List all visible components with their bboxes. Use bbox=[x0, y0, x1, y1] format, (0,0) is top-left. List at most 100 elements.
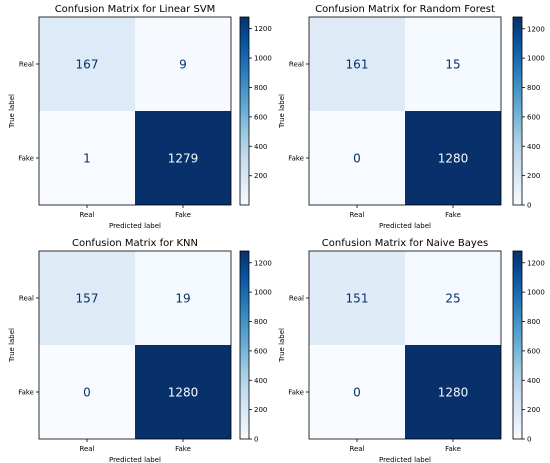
colorbar-tick-label: 1000 bbox=[527, 289, 545, 297]
matrix-cell bbox=[39, 17, 135, 111]
colorbar-tick-label: 800 bbox=[254, 84, 267, 92]
colorbar-tick-label: 200 bbox=[254, 406, 267, 414]
confusion-matrix-panel: Confusion Matrix for Random Forest 161 15 0… bbox=[278, 4, 545, 230]
colorbar-tick-label: 400 bbox=[254, 377, 267, 385]
matrix-cell bbox=[309, 111, 405, 205]
x-axis-label: Predicted label bbox=[379, 222, 431, 230]
cell-value-label: 151 bbox=[346, 292, 369, 306]
y-tick-label: Fake bbox=[18, 155, 34, 163]
x-tick-label: Real bbox=[79, 211, 94, 219]
x-tick-label: Real bbox=[349, 211, 364, 219]
confusion-matrix-panel: Confusion Matrix for Linear SVM 167 9 1 1279… bbox=[8, 4, 272, 230]
y-tick-label: Real bbox=[289, 61, 304, 69]
cell-value-label: 15 bbox=[445, 58, 460, 72]
matrix-cell bbox=[405, 17, 501, 111]
colorbar-tick-label: 1200 bbox=[254, 259, 272, 267]
cell-value-label: 1 bbox=[83, 152, 91, 166]
colorbar-tick-label: 800 bbox=[527, 318, 540, 326]
colorbar-tick-label: 600 bbox=[254, 347, 267, 355]
matrix-cell bbox=[39, 111, 135, 205]
colorbar-tick-label: 600 bbox=[527, 113, 540, 121]
colorbar bbox=[513, 17, 522, 205]
chart-title: Confusion Matrix for Random Forest bbox=[315, 4, 495, 15]
colorbar-tick-label: 200 bbox=[254, 172, 267, 180]
colorbar-tick-label: 200 bbox=[527, 172, 540, 180]
chart-title: Confusion Matrix for KNN bbox=[72, 238, 198, 249]
y-axis-label: True label bbox=[278, 94, 286, 129]
cell-value-label: 0 bbox=[353, 152, 361, 166]
matrix-cell bbox=[39, 345, 135, 439]
cell-value-label: 167 bbox=[76, 58, 99, 72]
colorbar-tick-label: 400 bbox=[254, 143, 267, 151]
colorbar-frame bbox=[239, 16, 250, 206]
y-tick-label: Real bbox=[289, 295, 304, 303]
matrix-cell bbox=[135, 17, 231, 111]
matrix-cell bbox=[135, 251, 231, 345]
colorbar bbox=[513, 251, 522, 439]
colorbar-tick-label: 1000 bbox=[254, 289, 272, 297]
cell-value-label: 19 bbox=[175, 292, 190, 306]
colorbar-tick-label: 200 bbox=[527, 406, 540, 414]
cell-value-label: 1280 bbox=[438, 152, 469, 166]
x-axis-label: Predicted label bbox=[379, 456, 431, 463]
colorbar-tick-label: 0 bbox=[527, 202, 531, 210]
y-axis-label: True label bbox=[8, 94, 16, 129]
x-tick-label: Real bbox=[349, 445, 364, 453]
cell-value-label: 1280 bbox=[438, 386, 469, 400]
confusion-matrix-panel: Confusion Matrix for KNN 157 19 0 1280 Real Fa… bbox=[8, 238, 272, 463]
axes-frame bbox=[38, 16, 232, 206]
colorbar bbox=[240, 251, 249, 439]
confusion-matrix-panel: Confusion Matrix for Naive Bayes 151 25 0 12… bbox=[278, 238, 545, 463]
matrix-cell bbox=[405, 251, 501, 345]
colorbar-tick-label: 1000 bbox=[527, 55, 545, 63]
axes-frame bbox=[308, 250, 502, 440]
x-tick-label: Fake bbox=[445, 211, 461, 219]
colorbar-tick-label: 1200 bbox=[254, 25, 272, 33]
cell-value-label: 1280 bbox=[168, 386, 199, 400]
colorbar-tick-label: 0 bbox=[527, 436, 531, 444]
cell-value-label: 0 bbox=[353, 386, 361, 400]
chart-title: Confusion Matrix for Linear SVM bbox=[55, 4, 216, 15]
x-tick-label: Fake bbox=[445, 445, 461, 453]
colorbar-frame bbox=[512, 16, 523, 206]
matrix-cell bbox=[405, 345, 501, 439]
y-tick-label: Fake bbox=[288, 389, 304, 397]
colorbar-tick-label: 0 bbox=[254, 436, 258, 444]
cell-value-label: 9 bbox=[179, 58, 187, 72]
colorbar-tick-label: 1000 bbox=[254, 55, 272, 63]
colorbar-tick-label: 800 bbox=[527, 84, 540, 92]
colorbar-tick-label: 600 bbox=[254, 113, 267, 121]
cell-value-label: 0 bbox=[83, 386, 91, 400]
cell-value-label: 1279 bbox=[168, 152, 199, 166]
x-axis-label: Predicted label bbox=[109, 222, 161, 230]
colorbar-tick-label: 1200 bbox=[527, 259, 545, 267]
colorbar-tick-label: 600 bbox=[527, 347, 540, 355]
cell-value-label: 25 bbox=[445, 292, 460, 306]
matrix-cell bbox=[405, 111, 501, 205]
colorbar-tick-label: 1200 bbox=[527, 25, 545, 33]
y-tick-label: Fake bbox=[288, 155, 304, 163]
x-tick-label: Fake bbox=[175, 445, 191, 453]
colorbar-tick-label: 400 bbox=[527, 377, 540, 385]
y-tick-label: Real bbox=[19, 61, 34, 69]
colorbar-tick-label: 800 bbox=[254, 318, 267, 326]
matrix-cell bbox=[309, 251, 405, 345]
matrix-cell bbox=[135, 345, 231, 439]
colorbar bbox=[240, 17, 249, 205]
matrix-cell bbox=[39, 251, 135, 345]
matrix-cell bbox=[309, 17, 405, 111]
x-tick-label: Real bbox=[79, 445, 94, 453]
chart-title: Confusion Matrix for Naive Bayes bbox=[322, 238, 488, 249]
y-tick-label: Real bbox=[19, 295, 34, 303]
cell-value-label: 157 bbox=[76, 292, 99, 306]
colorbar-tick-label: 400 bbox=[527, 143, 540, 151]
colorbar-frame bbox=[239, 250, 250, 440]
y-axis-label: True label bbox=[278, 328, 286, 363]
x-axis-label: Predicted label bbox=[109, 456, 161, 463]
colorbar-frame bbox=[512, 250, 523, 440]
axes-frame bbox=[38, 250, 232, 440]
x-tick-label: Fake bbox=[175, 211, 191, 219]
axes-frame bbox=[308, 16, 502, 206]
cell-value-label: 161 bbox=[346, 58, 369, 72]
